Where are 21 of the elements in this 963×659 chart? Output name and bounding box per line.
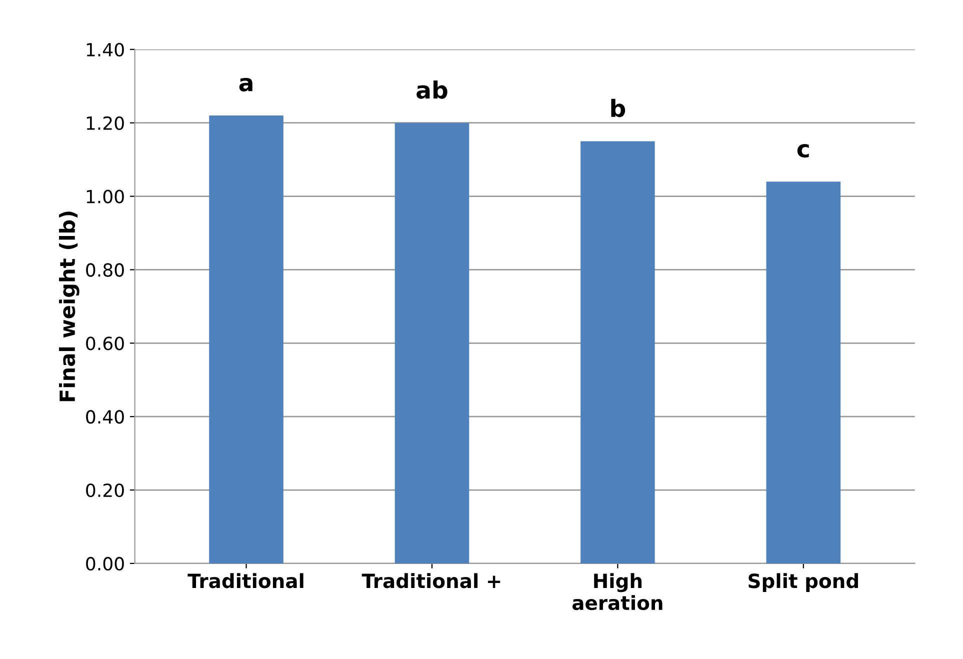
x-tick-label: High aeration <box>572 573 662 610</box>
y-tick-label: 0.40 <box>86 410 124 424</box>
x-tick-label: Split pond <box>748 573 858 592</box>
bar <box>209 116 284 564</box>
y-tick-label: 1.00 <box>86 190 124 204</box>
bar <box>766 182 841 564</box>
y-tick-label: 1.20 <box>86 116 124 130</box>
y-axis-title: Final weight (lb) <box>59 212 80 402</box>
y-tick-label: 0.20 <box>86 483 124 498</box>
bar <box>580 141 655 564</box>
y-tick-label: 1.40 <box>86 42 124 57</box>
data-label: a <box>239 78 252 92</box>
x-tick-label: Traditional <box>188 573 304 588</box>
y-tick-label: 0.00 <box>86 556 124 571</box>
y-tick-label: 0.60 <box>86 336 124 350</box>
x-tick-label: Traditional + <box>362 573 500 588</box>
data-label: c <box>797 144 809 158</box>
data-label: ab <box>416 80 448 99</box>
y-tick-label: 0.80 <box>86 263 124 277</box>
bar <box>394 122 470 564</box>
data-label: b <box>611 98 626 118</box>
